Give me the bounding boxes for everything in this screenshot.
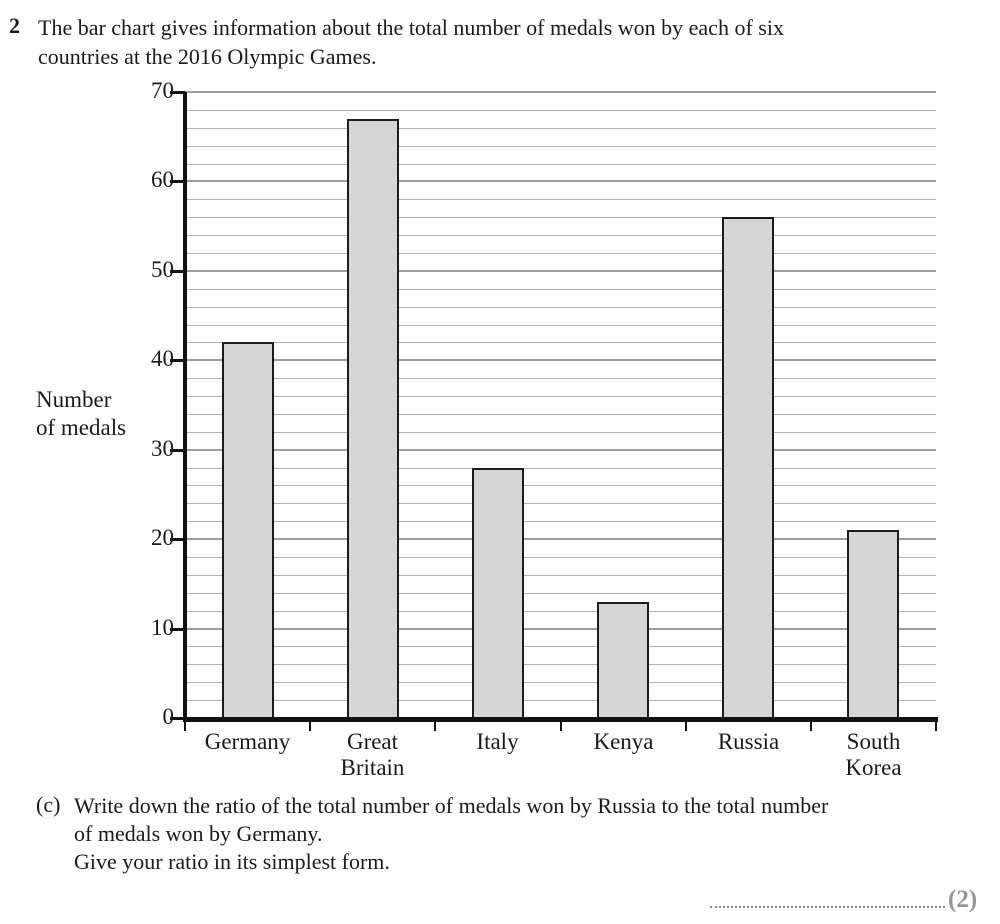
y-tick-label: 20 (151, 525, 174, 550)
gridline-major (185, 180, 936, 182)
category-label-line: Britain (340, 755, 405, 780)
answer-dotted-line (710, 892, 945, 908)
category-label-line: Kenya (593, 729, 654, 754)
category-label-line: Germany (204, 729, 291, 754)
gridline-major (185, 449, 936, 451)
category-label-line: Russia (717, 729, 780, 754)
bar-kenya (597, 602, 649, 718)
gridline-minor (185, 307, 936, 308)
part-c-text: Write down the ratio of the total number… (74, 792, 954, 876)
y-tick-label: 40 (151, 346, 174, 371)
question-intro-line2: countries at the 2016 Olympic Games. (38, 44, 377, 69)
bar-russia (722, 217, 774, 718)
gridline-minor (185, 682, 936, 683)
gridline-minor (185, 217, 936, 218)
x-axis-category-label: Kenya (561, 729, 686, 755)
y-tick-label: 60 (151, 167, 174, 192)
gridline-minor (185, 325, 936, 326)
x-axis-category-label: Italy (435, 729, 560, 755)
gridline-minor (185, 700, 936, 701)
gridline-minor (185, 664, 936, 665)
gridline-minor (185, 199, 936, 200)
x-axis-category-label: South Korea (811, 729, 936, 781)
question-number: 2 (9, 13, 20, 38)
gridline-minor (185, 646, 936, 647)
gridline-major (185, 538, 936, 540)
x-axis-category-label: Russia (686, 729, 811, 755)
part-c-line2: of medals won by Germany. (74, 821, 323, 846)
x-tick (434, 722, 436, 731)
part-c-label: (c) (36, 792, 61, 817)
gridline-minor (185, 593, 936, 594)
y-tick (170, 91, 185, 94)
y-tick (170, 628, 185, 631)
gridline-minor (185, 128, 936, 129)
gridline-minor (185, 396, 936, 397)
y-tick-label: 70 (151, 78, 174, 103)
gridline-major (185, 91, 936, 93)
question-intro: The bar chart gives information about th… (38, 13, 938, 71)
gridline-minor (185, 235, 936, 236)
y-tick-label: 30 (151, 436, 174, 461)
gridline-minor (185, 575, 936, 576)
bar-italy (472, 468, 524, 718)
gridline-minor (185, 164, 936, 165)
bar-great (347, 119, 399, 718)
y-tick (170, 359, 185, 362)
y-tick-label: 50 (151, 257, 174, 282)
y-tick (170, 717, 185, 720)
x-tick (810, 722, 812, 731)
gridline-minor (185, 611, 936, 612)
bar-germany (222, 342, 274, 718)
y-axis-title: Number of medals (36, 386, 126, 442)
x-axis-line (183, 717, 938, 722)
gridline-minor (185, 110, 936, 111)
x-tick (685, 722, 687, 731)
gridline-minor (185, 557, 936, 558)
gridline-minor (185, 521, 936, 522)
gridline-minor (185, 414, 936, 415)
gridline-major (185, 359, 936, 361)
gridline-major (185, 628, 936, 630)
y-axis-title-line2: of medals (36, 415, 127, 440)
category-label-line: South (846, 729, 901, 754)
y-tick (170, 449, 185, 452)
y-tick-label: 10 (151, 615, 174, 640)
gridline-minor (185, 468, 936, 469)
y-tick (170, 270, 185, 273)
gridline-minor (185, 342, 936, 343)
y-axis-line (183, 92, 187, 722)
gridline-minor (185, 289, 936, 290)
x-axis-category-label: Germany (185, 729, 310, 755)
y-tick (170, 180, 185, 183)
y-axis-title-line1: Number (36, 387, 112, 412)
part-c-line3: Give your ratio in its simplest form. (74, 849, 390, 874)
x-tick (560, 722, 562, 731)
question-intro-line1: The bar chart gives information about th… (38, 15, 784, 40)
x-axis-category-label: Great Britain (310, 729, 435, 781)
gridline-minor (185, 378, 936, 379)
x-tick (935, 722, 937, 731)
x-tick (184, 722, 186, 731)
gridline-minor (185, 485, 936, 486)
category-label-line: Korea (845, 755, 902, 780)
bar-south (847, 530, 899, 718)
gridline-minor (185, 503, 936, 504)
y-tick-label: 0 (162, 704, 175, 729)
y-tick (170, 538, 185, 541)
marks-badge: (2) (948, 886, 978, 913)
category-label-line: Great (346, 729, 399, 754)
category-label-line: Italy (476, 729, 519, 754)
part-c-line1: Write down the ratio of the total number… (74, 793, 829, 818)
gridline-minor (185, 146, 936, 147)
x-tick (309, 722, 311, 731)
gridline-minor (185, 432, 936, 433)
gridline-major (185, 270, 936, 272)
gridline-minor (185, 253, 936, 254)
